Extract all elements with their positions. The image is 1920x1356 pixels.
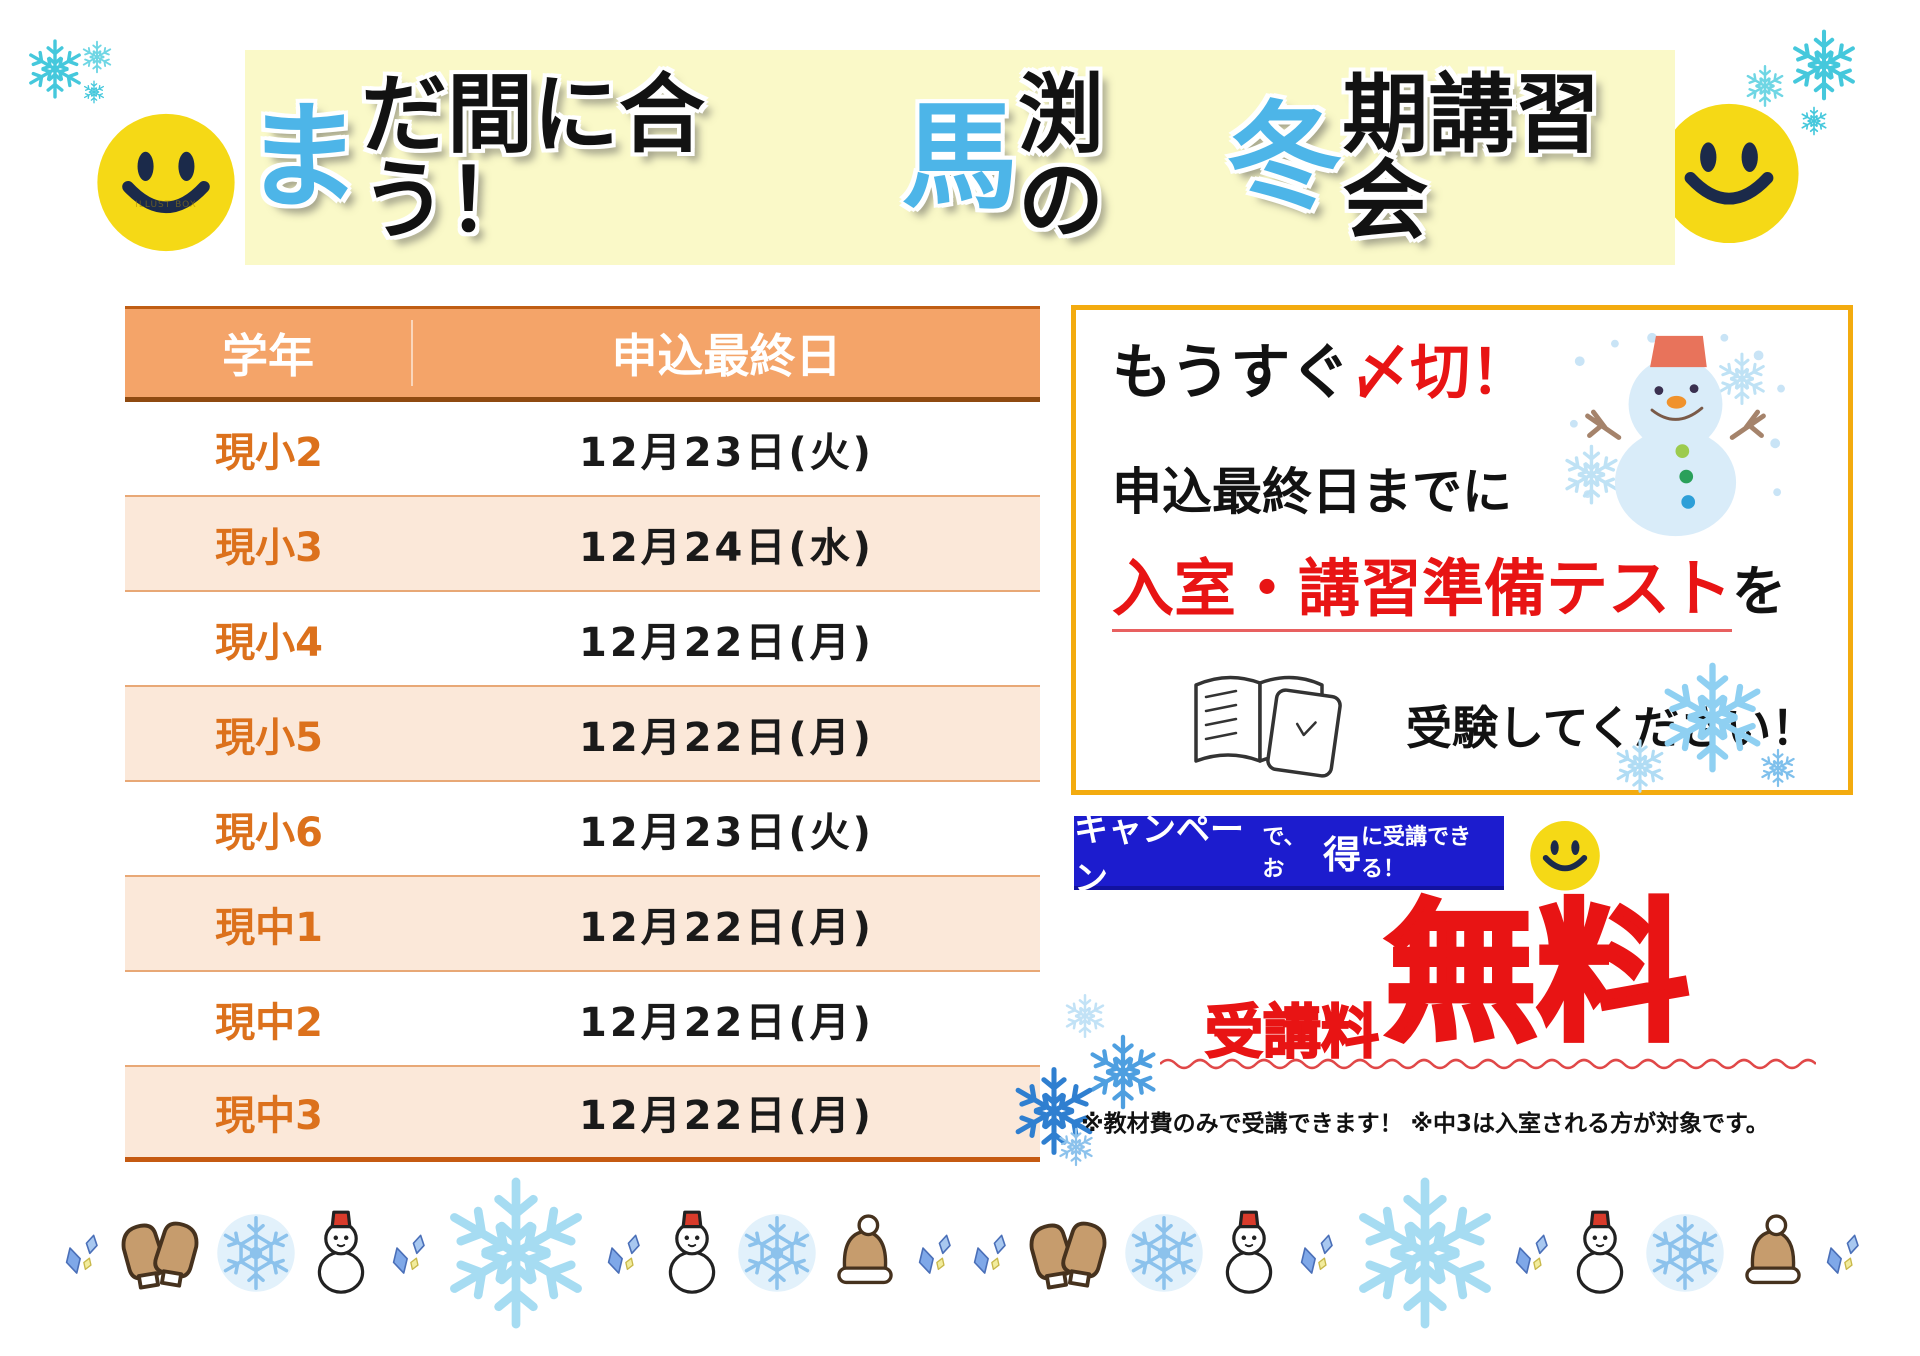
deadline-cell: 12月22日(月) bbox=[579, 714, 874, 761]
snowflake-big-icon bbox=[1346, 1174, 1504, 1332]
table-row: 現小5 12月22日(月) bbox=[125, 687, 1040, 782]
title-text-1: だ間に合う！ bbox=[361, 64, 705, 251]
deadline-cell: 12月23日(火) bbox=[579, 809, 874, 856]
title-text-3: 期講習会 bbox=[1342, 64, 1601, 251]
mittens-icon bbox=[110, 1205, 210, 1301]
test-name-red: 入室・講習準備テスト bbox=[1112, 552, 1733, 632]
price-underline bbox=[1160, 1058, 1816, 1070]
grade-cell: 現中3 bbox=[215, 1093, 323, 1139]
grade-cell: 現小2 bbox=[215, 429, 323, 476]
sparkle-icon bbox=[963, 1217, 1017, 1289]
grade-cell: 現小6 bbox=[215, 809, 323, 856]
table-header-row: 学年 申込最終日 bbox=[125, 306, 1040, 402]
deadline-cell: 12月22日(月) bbox=[579, 619, 874, 666]
deadline-subline: 申込最終日までに bbox=[1112, 463, 1512, 521]
sparkle-icon bbox=[55, 1217, 109, 1289]
snowflake-ball-icon bbox=[733, 1209, 821, 1297]
table-body: 現小2 12月23日(火) 現小3 12月24日(水) 現小4 12月22日(月… bbox=[125, 402, 1040, 1162]
grade-cell: 現中2 bbox=[215, 999, 323, 1046]
price-value: 無料 bbox=[1383, 885, 1692, 1062]
sparkle-icon bbox=[597, 1217, 651, 1289]
campaign-seg2: で、お bbox=[1262, 825, 1306, 882]
sparkle-icon bbox=[382, 1217, 436, 1289]
deadline-box: もうすぐ〆切！ 申込最終日までに 入室・講習準備テストを bbox=[1071, 305, 1853, 795]
sparkle-icon bbox=[908, 1217, 962, 1289]
title-highlight-ba: 馬 bbox=[902, 89, 1018, 225]
deadline-headline: もうすぐ〆切！ bbox=[1112, 340, 1530, 406]
test-name-line: 入室・講習準備テストを bbox=[1112, 552, 1787, 632]
snowman-illustration bbox=[1561, 332, 1785, 537]
deadline-cell: 12月22日(月) bbox=[579, 999, 874, 1046]
table-row: 現小4 12月22日(月) bbox=[125, 592, 1040, 687]
snowflake-ball-icon bbox=[212, 1209, 300, 1297]
booklet-icon bbox=[1194, 675, 1342, 778]
grade-cell: 現小3 bbox=[215, 524, 323, 571]
sparkle-icon bbox=[1816, 1217, 1870, 1289]
header-deadline: 申込最終日 bbox=[611, 329, 842, 383]
snowflake-big-icon bbox=[437, 1174, 595, 1332]
snowflake-ball-icon bbox=[1641, 1209, 1729, 1297]
deadline-cell: 12月24日(水) bbox=[579, 524, 874, 571]
table-row: 現小6 12月23日(火) bbox=[125, 782, 1040, 877]
test-name-suffix: を bbox=[1732, 560, 1787, 623]
deadline-headline-black: もうすぐ bbox=[1112, 338, 1351, 408]
title-text-2: 渕の bbox=[1018, 64, 1104, 251]
snowflake-cluster-right-icon bbox=[1613, 650, 1797, 793]
hat-icon bbox=[823, 1208, 907, 1298]
header-grade: 学年 bbox=[125, 320, 413, 386]
campaign-seg1: キャンペーン bbox=[1074, 810, 1244, 899]
table-row: 現中1 12月22日(月) bbox=[125, 877, 1040, 972]
snowman-icon bbox=[1209, 1202, 1289, 1304]
snowflake-cluster-top-left-icon bbox=[25, 39, 114, 104]
deadline-cell: 12月22日(月) bbox=[579, 904, 874, 951]
deadline-cell: 12月22日(月) bbox=[579, 1093, 874, 1139]
table-row: 現小3 12月24日(水) bbox=[125, 497, 1040, 592]
smiley-left-icon: ILLUST BOX bbox=[93, 108, 239, 254]
snowflake-ball-icon bbox=[1120, 1209, 1208, 1297]
footer-decoration-strip bbox=[55, 1165, 1870, 1340]
hat-icon bbox=[1731, 1208, 1815, 1298]
footnote: ※教材費のみで受講できます！ ※中3は入室される方が対象です。 bbox=[1081, 1111, 1769, 1137]
title-banner: ま だ間に合う！ 馬 渕の 冬 期講習会 bbox=[245, 50, 1675, 265]
mittens-icon bbox=[1018, 1205, 1118, 1301]
snowman-icon bbox=[1560, 1202, 1640, 1304]
deadline-cell: 12月23日(火) bbox=[579, 429, 874, 476]
snowflake-cluster-price-icon bbox=[1000, 994, 1200, 1167]
watermark-text: ILLUST BOX bbox=[135, 199, 197, 210]
title-highlight-fuyu: 冬 bbox=[1226, 89, 1343, 225]
table-row: 現小2 12月23日(火) bbox=[125, 402, 1040, 497]
sparkle-icon bbox=[1505, 1217, 1559, 1289]
campaign-seg3: 得 bbox=[1323, 832, 1362, 877]
deadline-headline-red: 〆切！ bbox=[1350, 338, 1531, 408]
grade-cell: 現中1 bbox=[215, 904, 323, 951]
smiley-right-icon bbox=[1655, 98, 1803, 246]
grade-cell: 現小5 bbox=[215, 714, 323, 761]
campaign-seg4: に受講できる！ bbox=[1361, 825, 1472, 882]
schedule-table: 学年 申込最終日 現小2 12月23日(火) 現小3 12月24日(水) 現小4… bbox=[125, 306, 1040, 1162]
table-row: 現中2 12月22日(月) bbox=[125, 972, 1040, 1067]
snowman-icon bbox=[652, 1202, 732, 1304]
grade-cell: 現小4 bbox=[215, 619, 323, 666]
table-row: 現中3 12月22日(月) bbox=[125, 1067, 1040, 1162]
snowman-icon bbox=[301, 1202, 381, 1304]
price-label: 受講料 bbox=[1204, 997, 1380, 1067]
campaign-banner: キャンペーン で、お 得 に受講できる！ bbox=[1074, 810, 1504, 899]
title-highlight-ma: ま bbox=[245, 89, 361, 225]
smiley-small-icon bbox=[1528, 818, 1602, 892]
sparkle-icon bbox=[1290, 1217, 1344, 1289]
